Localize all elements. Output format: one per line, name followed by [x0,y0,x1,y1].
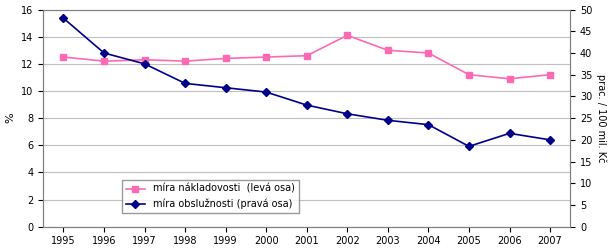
míra obslužnosti (pravá osa) [465,145,472,148]
míra obslužnosti (pravá osa) [141,62,148,65]
míra nákladovosti  (levá osa) [506,77,513,80]
míra nákladovosti  (levá osa) [344,34,351,37]
míra nákladovosti  (levá osa) [384,49,392,52]
míra obslužnosti (pravá osa) [384,119,392,122]
míra obslužnosti (pravá osa) [303,104,310,107]
míra obslužnosti (pravá osa) [263,90,270,93]
míra nákladovosti  (levá osa) [141,58,148,61]
míra nákladovosti  (levá osa) [303,54,310,57]
míra obslužnosti (pravá osa) [181,82,188,85]
Legend: míra nákladovosti  (levá osa), míra obslužnosti (pravá osa): míra nákladovosti (levá osa), míra obslu… [122,180,299,213]
Line: míra nákladovosti  (levá osa): míra nákladovosti (levá osa) [61,33,553,82]
míra obslužnosti (pravá osa) [344,112,351,115]
míra obslužnosti (pravá osa) [100,51,108,54]
Y-axis label: prac. / 100 mil. Kč: prac. / 100 mil. Kč [596,74,606,162]
míra nákladovosti  (levá osa) [547,73,554,76]
míra nákladovosti  (levá osa) [100,60,108,63]
míra nákladovosti  (levá osa) [465,73,472,76]
míra nákladovosti  (levá osa) [263,55,270,58]
míra nákladovosti  (levá osa) [222,57,230,60]
míra nákladovosti  (levá osa) [181,60,188,63]
míra nákladovosti  (levá osa) [60,55,67,58]
Line: míra obslužnosti (pravá osa): míra obslužnosti (pravá osa) [61,15,553,149]
míra obslužnosti (pravá osa) [547,138,554,141]
míra obslužnosti (pravá osa) [425,123,432,126]
míra obslužnosti (pravá osa) [222,86,230,89]
Y-axis label: %: % [6,113,15,123]
míra obslužnosti (pravá osa) [506,132,513,135]
míra nákladovosti  (levá osa) [425,51,432,54]
míra obslužnosti (pravá osa) [60,17,67,20]
